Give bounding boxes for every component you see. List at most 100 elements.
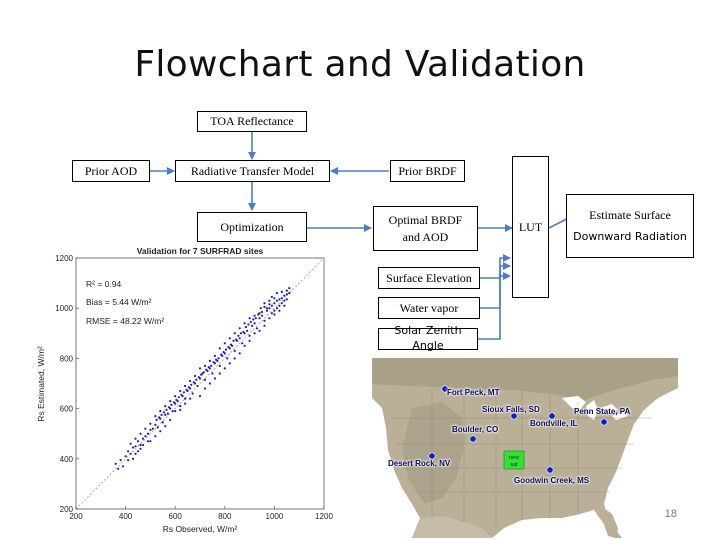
scatter-point [203,378,207,381]
scatter-point [154,423,157,426]
scatter-point [202,371,205,374]
scatter-point [228,362,231,365]
scatter-point [141,437,145,440]
scatter-point [155,418,158,421]
stat-bias: Bias = 5.44 W/m² [86,297,152,307]
scatter-point [238,352,241,355]
scatter-point [275,292,278,295]
scatter-point [224,348,228,351]
radiative-transfer-model-box: Radiative Transfer Model [175,160,330,182]
scatter-point [185,388,188,391]
scatter-point [278,298,281,301]
y-tick-label: 600 [60,405,74,414]
stat-rmse: RMSE = 48.22 W/m² [86,316,164,326]
scatter-point [283,294,286,297]
scatter-point [146,440,149,443]
scatter-point [131,457,135,460]
scatter-point [280,297,283,300]
surfrad-sites-map: new sat Fort Peck, MT Sioux Falls, SD Bo… [372,358,678,538]
water-vapor-box: Water vapor [378,297,480,319]
scatter-point [283,299,286,302]
scatter-point [265,307,269,310]
stat-r2: R² = 0.94 [86,279,121,289]
page-number: 18 [664,508,677,520]
scatter-point [131,446,135,449]
scatter-point [278,309,281,312]
scatter-point [275,307,278,310]
scatter-point [179,408,182,411]
lut-box: LUT [512,156,549,298]
estimate-label-line2: Downward Radiation [573,229,687,243]
scatter-point [223,367,226,370]
scatter-point [275,299,278,302]
scatter-point [156,426,159,429]
scatter-point [273,309,276,312]
one-to-one-line [75,257,325,510]
scatter-point [232,339,235,342]
arrow-vapor-to-lut [480,262,511,309]
scatter-point [165,408,168,411]
scatter-point [159,430,162,433]
scatter-point [285,289,288,292]
scatter-point [189,397,192,400]
scatter-point [134,445,137,448]
scatter-point [233,349,236,352]
scatter-point [211,372,214,375]
scatter-point [254,317,257,320]
scatter-point [233,332,236,335]
scatter-point [149,422,152,425]
scatter-point [149,440,152,443]
solar-zenith-angle-label: Solar Zenith Angle [394,324,462,352]
scatter-point [136,440,140,443]
new-sat-label-line2: sat [510,462,518,468]
scatter-point [260,314,264,317]
scatter-point [187,386,190,389]
scatter-point [179,389,182,393]
scatter-point [248,334,251,337]
scatter-point [196,384,199,388]
scatter-point [124,455,127,458]
scatter-point [154,415,157,418]
x-axis-ticks: 200 400 600 800 1000 1200 [69,506,333,521]
scatter-point [273,302,276,305]
scatter-point [253,314,256,317]
station-penn-state [600,418,608,426]
scatter-point [237,334,240,337]
scatter-point [117,467,120,470]
x-tick-label: 400 [119,512,133,521]
scatter-points [114,287,291,470]
scatter-point [213,377,216,380]
station-desert-rock [428,452,436,460]
x-tick-label: 1000 [266,512,284,521]
arrow-zenith-to-lut [478,272,511,340]
scatter-point [249,320,252,324]
scatter-point [288,287,291,290]
scatter-point [129,442,132,445]
scatter-point [207,366,210,369]
scatter-point [139,447,142,450]
scatter-point [246,329,249,332]
y-axis-ticks: 200 400 600 800 1000 1200 [55,254,79,514]
scatter-point [114,462,117,465]
scatter-point [268,303,271,306]
scatter-point [222,351,225,354]
scatter-point [162,411,166,414]
scatter-point [189,379,192,383]
new-sat-inset [503,450,525,470]
scatter-point [180,393,183,396]
x-tick-label: 600 [169,512,183,521]
site-label-sioux-falls: Sioux Falls, SD [482,405,540,414]
scatter-point [263,305,266,308]
y-tick-label: 1200 [55,254,73,263]
scatter-point [139,443,142,447]
scatter-point [243,344,246,347]
scatter-point [122,465,125,468]
scatter-point [191,392,194,395]
scatter-point [238,337,241,340]
scatter-point [161,421,164,424]
scatter-point [242,330,245,334]
scatter-point [164,425,167,428]
scatter-point [283,304,286,307]
scatter-point [167,406,171,409]
scatter-point [263,324,266,327]
